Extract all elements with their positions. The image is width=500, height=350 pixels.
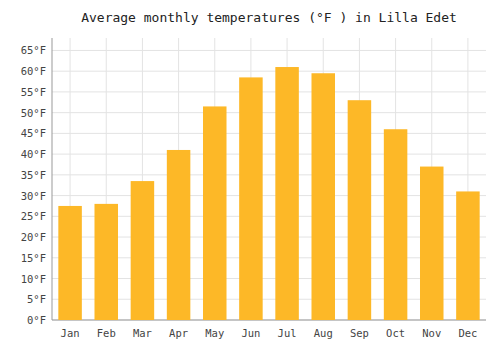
bar (275, 67, 299, 320)
y-tick-label: 5°F (27, 293, 46, 305)
bar (58, 206, 82, 320)
y-tick-label: 65°F (21, 44, 46, 56)
bar (239, 77, 263, 320)
bars (58, 67, 479, 320)
x-tick-label: Feb (97, 327, 116, 339)
y-tick-label: 20°F (21, 231, 46, 243)
bar (94, 204, 118, 320)
x-tick-label: Jul (278, 327, 297, 339)
y-tick-label: 60°F (21, 65, 46, 77)
bar (203, 106, 227, 320)
y-tick-label: 30°F (21, 190, 46, 202)
background (0, 0, 500, 350)
grid (52, 38, 486, 320)
axes: 0°F 5°F 10°F 15°F 20°F 25°F 30°F 35°F 40°F 45°F 50… (21, 38, 486, 339)
y-tick-label: 40°F (21, 148, 46, 160)
y-grid-line (52, 154, 486, 155)
y-grid-line (52, 71, 486, 72)
y-tick-label: 0°F (27, 314, 46, 326)
x-tick-label: May (205, 327, 224, 339)
y-tick-label: 35°F (21, 169, 46, 181)
y-axis-line (52, 38, 53, 320)
y-grid-line (52, 91, 486, 92)
y-grid-line (52, 50, 486, 51)
x-tick-label: Jan (61, 327, 80, 339)
y-tick-label: 50°F (21, 107, 46, 119)
chart: Average monthly temperatures (°F ) in Li… (0, 0, 500, 350)
x-tick-label: Oct (386, 327, 405, 339)
bar (131, 181, 155, 320)
x-tick-label: Mar (133, 327, 152, 339)
bar (311, 73, 335, 320)
bar (348, 100, 372, 320)
x-tick-label: Sep (350, 327, 369, 339)
title: Average monthly temperatures (°F ) in Li… (81, 10, 457, 25)
y-tick-label: 10°F (21, 273, 46, 285)
chart-container: Average monthly temperatures (°F ) in Li… (0, 0, 500, 350)
y-tick-label: 55°F (21, 86, 46, 98)
y-tick-label: 25°F (21, 210, 46, 222)
y-tick-label: 45°F (21, 127, 46, 139)
bar (384, 129, 408, 320)
y-grid-line (52, 112, 486, 113)
x-tick-label: Apr (169, 327, 188, 339)
x-tick-label: Jun (241, 327, 260, 339)
x-tick-label: Dec (458, 327, 477, 339)
y-grid-line (52, 133, 486, 134)
x-tick-label: Nov (422, 327, 441, 339)
bar (167, 150, 191, 320)
bar (420, 167, 444, 320)
y-tick-label: 15°F (21, 252, 46, 264)
bar (456, 191, 480, 320)
x-tick-label: Aug (314, 327, 333, 339)
